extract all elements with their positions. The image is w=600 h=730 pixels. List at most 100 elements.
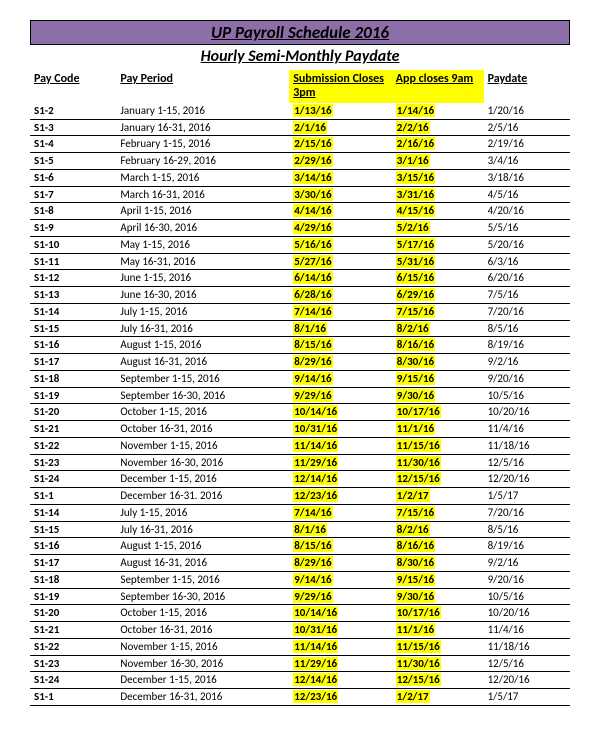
cell-paydate: 9/2/16 (484, 555, 570, 572)
cell-period: November 16-30, 2016 (116, 454, 289, 471)
cell-paydate: 12/5/16 (484, 655, 570, 672)
cell-app: 8/30/16 (392, 555, 484, 572)
table-row: S1-20October 1-15, 201610/14/1610/17/161… (30, 404, 570, 421)
cell-submission: 2/1/16 (289, 119, 392, 136)
cell-app: 10/17/16 (392, 404, 484, 421)
cell-app: 8/2/16 (392, 320, 484, 337)
cell-code: S1-15 (30, 320, 116, 337)
cell-period: June 1-15, 2016 (116, 270, 289, 287)
cell-submission: 8/15/16 (289, 337, 392, 354)
table-row: S1-1December 16-31, 201612/23/161/2/171/… (30, 689, 570, 706)
cell-period: December 1-15, 2016 (116, 471, 289, 488)
table-row: S1-7March 16-31, 20163/30/163/31/164/5/1… (30, 186, 570, 203)
cell-paydate: 1/5/17 (484, 689, 570, 706)
cell-submission: 11/14/16 (289, 638, 392, 655)
cell-code: S1-14 (30, 303, 116, 320)
cell-submission: 11/14/16 (289, 437, 392, 454)
cell-app: 8/16/16 (392, 538, 484, 555)
cell-submission: 6/14/16 (289, 270, 392, 287)
cell-paydate: 9/20/16 (484, 370, 570, 387)
cell-submission: 8/1/16 (289, 521, 392, 538)
cell-code: S1-7 (30, 186, 116, 203)
header-row: Pay Code Pay Period Submission Closes 3p… (30, 70, 570, 103)
cell-code: S1-2 (30, 103, 116, 119)
table-row: S1-16August 1-15, 20168/15/168/16/168/19… (30, 337, 570, 354)
cell-code: S1-18 (30, 370, 116, 387)
cell-period: June 16-30, 2016 (116, 287, 289, 304)
cell-app: 7/15/16 (392, 303, 484, 320)
cell-period: September 16-30, 2016 (116, 588, 289, 605)
cell-paydate: 4/5/16 (484, 186, 570, 203)
cell-submission: 9/14/16 (289, 571, 392, 588)
cell-submission: 4/14/16 (289, 203, 392, 220)
cell-code: S1-21 (30, 622, 116, 639)
cell-paydate: 5/20/16 (484, 236, 570, 253)
cell-paydate: 4/20/16 (484, 203, 570, 220)
cell-period: July 16-31, 2016 (116, 320, 289, 337)
cell-code: S1-13 (30, 287, 116, 304)
table-row: S1-9April 16-30, 20164/29/165/2/165/5/16 (30, 220, 570, 237)
cell-app: 11/15/16 (392, 638, 484, 655)
table-row: S1-10May 1-15, 20165/16/165/17/165/20/16 (30, 236, 570, 253)
table-row: S1-6March 1-15, 20163/14/163/15/163/18/1… (30, 169, 570, 186)
cell-period: August 1-15, 2016 (116, 538, 289, 555)
cell-app: 5/31/16 (392, 253, 484, 270)
cell-period: February 1-15, 2016 (116, 136, 289, 153)
table-row: S1-18September 1-15, 20169/14/169/15/169… (30, 571, 570, 588)
cell-period: January 16-31, 2016 (116, 119, 289, 136)
cell-app: 9/30/16 (392, 387, 484, 404)
table-row: S1-5February 16-29, 20162/29/163/1/163/4… (30, 153, 570, 170)
cell-period: January 1-15, 2016 (116, 103, 289, 119)
cell-paydate: 9/20/16 (484, 571, 570, 588)
cell-paydate: 10/20/16 (484, 404, 570, 421)
cell-code: S1-6 (30, 169, 116, 186)
cell-period: October 1-15, 2016 (116, 404, 289, 421)
document-container: UP Payroll Schedule 2016 Hourly Semi-Mon… (30, 20, 570, 706)
cell-period: May 16-31, 2016 (116, 253, 289, 270)
table-row: S1-19September 16-30, 20169/29/169/30/16… (30, 387, 570, 404)
cell-period: October 16-31, 2016 (116, 622, 289, 639)
cell-code: S1-22 (30, 638, 116, 655)
cell-app: 3/15/16 (392, 169, 484, 186)
cell-period: September 1-15, 2016 (116, 370, 289, 387)
table-row: S1-22November 1-15, 201611/14/1611/15/16… (30, 437, 570, 454)
cell-paydate: 1/5/17 (484, 488, 570, 505)
cell-app: 4/15/16 (392, 203, 484, 220)
cell-code: S1-1 (30, 689, 116, 706)
col-payperiod: Pay Period (116, 70, 289, 103)
cell-code: S1-12 (30, 270, 116, 287)
cell-submission: 11/29/16 (289, 655, 392, 672)
cell-period: July 1-15, 2016 (116, 504, 289, 521)
cell-submission: 9/29/16 (289, 588, 392, 605)
cell-period: October 16-31, 2016 (116, 421, 289, 438)
cell-period: April 16-30, 2016 (116, 220, 289, 237)
cell-code: S1-4 (30, 136, 116, 153)
cell-paydate: 2/19/16 (484, 136, 570, 153)
cell-paydate: 1/20/16 (484, 103, 570, 119)
cell-paydate: 11/4/16 (484, 421, 570, 438)
cell-period: November 16-30, 2016 (116, 655, 289, 672)
table-row: S1-17August 16-31, 20168/29/168/30/169/2… (30, 555, 570, 572)
table-row: S1-4February 1-15, 20162/15/162/16/162/1… (30, 136, 570, 153)
table-row: S1-13June 16-30, 20166/28/166/29/167/5/1… (30, 287, 570, 304)
cell-period: December 16-31, 2016 (116, 689, 289, 706)
cell-code: S1-23 (30, 454, 116, 471)
table-row: S1-24December 1-15, 201612/14/1612/15/16… (30, 471, 570, 488)
table-row: S1-21October 16-31, 201610/31/1611/1/161… (30, 421, 570, 438)
table-row: S1-15July 16-31, 20168/1/168/2/168/5/16 (30, 320, 570, 337)
cell-paydate: 7/5/16 (484, 287, 570, 304)
cell-code: S1-24 (30, 471, 116, 488)
cell-paydate: 8/19/16 (484, 538, 570, 555)
cell-paydate: 10/20/16 (484, 605, 570, 622)
cell-app: 3/31/16 (392, 186, 484, 203)
cell-paydate: 8/5/16 (484, 521, 570, 538)
table-row: S1-1December 16-31. 201612/23/161/2/171/… (30, 488, 570, 505)
cell-period: July 1-15, 2016 (116, 303, 289, 320)
title-bar: UP Payroll Schedule 2016 (30, 20, 570, 45)
table-row: S1-12June 1-15, 20166/14/166/15/166/20/1… (30, 270, 570, 287)
cell-app: 9/15/16 (392, 370, 484, 387)
cell-period: February 16-29, 2016 (116, 153, 289, 170)
cell-code: S1-15 (30, 521, 116, 538)
cell-period: March 1-15, 2016 (116, 169, 289, 186)
cell-period: August 16-31, 2016 (116, 354, 289, 371)
